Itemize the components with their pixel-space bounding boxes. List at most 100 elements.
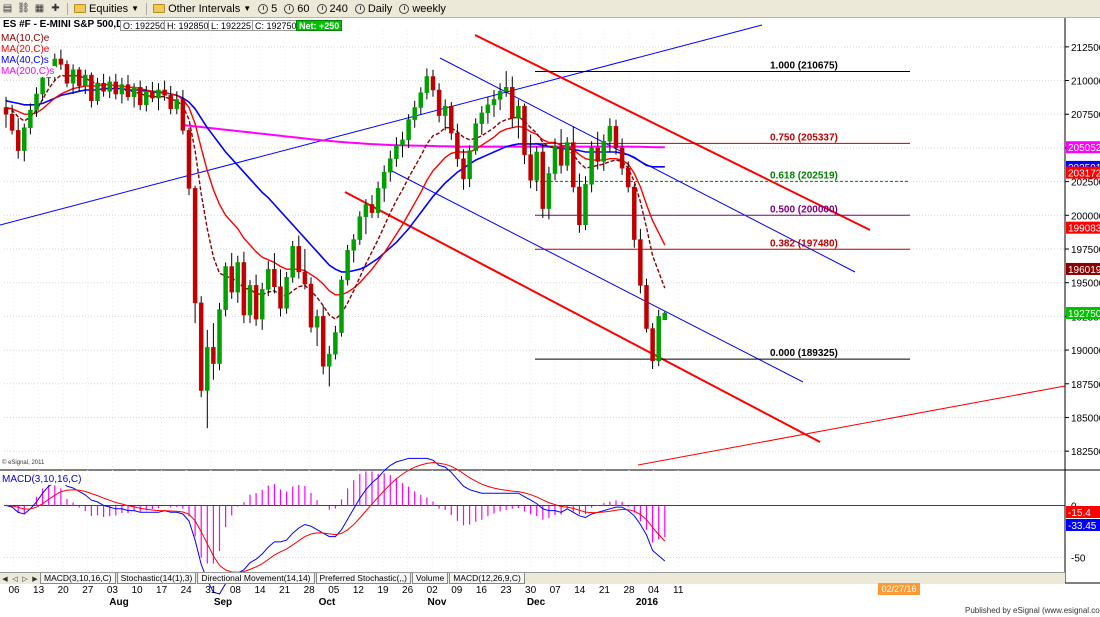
date-tick-label: 04 bbox=[648, 585, 660, 596]
candle-up bbox=[83, 74, 88, 87]
candle-up bbox=[467, 150, 472, 180]
interval-label: Daily bbox=[367, 2, 393, 15]
candle-down bbox=[638, 239, 643, 286]
date-tick-label: 09 bbox=[451, 585, 463, 596]
month-label: Oct bbox=[319, 597, 336, 608]
date-tick-label: 14 bbox=[574, 585, 586, 596]
chevron-down-icon: ▼ bbox=[131, 4, 140, 13]
interval-5-button[interactable]: 5 bbox=[255, 1, 281, 17]
ma20-label: MA(20,C)e bbox=[1, 44, 52, 55]
candle-up bbox=[534, 151, 539, 181]
candle-down bbox=[150, 91, 155, 99]
equities-dropdown[interactable]: Equities ▼ bbox=[71, 1, 143, 17]
tab-preferred-stochastic[interactable]: Preferred Stochastic(,,) bbox=[315, 573, 411, 584]
tab-last-icon[interactable]: ▶ bbox=[32, 575, 38, 583]
price-axis[interactable]: 2125002100002075002050002025002000001975… bbox=[1064, 18, 1100, 583]
candle-up bbox=[314, 316, 320, 328]
candle-down bbox=[644, 285, 649, 329]
interval-label: 240 bbox=[329, 2, 348, 15]
date-tick-label: 16 bbox=[476, 585, 488, 596]
interval-daily-button[interactable]: Daily bbox=[352, 1, 396, 17]
plus-icon[interactable]: ✚ bbox=[51, 3, 60, 14]
date-tick-label: 24 bbox=[181, 585, 193, 596]
other-intervals-dropdown[interactable]: Other Intervals ▼ bbox=[150, 1, 255, 17]
interval-60-button[interactable]: 60 bbox=[281, 1, 313, 17]
price-tick-label: 202500 bbox=[1071, 178, 1100, 189]
candle-up bbox=[601, 140, 607, 162]
candle-down bbox=[320, 316, 326, 367]
date-tick-label: 06 bbox=[8, 585, 20, 596]
interval-weekly-button[interactable]: weekly bbox=[396, 1, 450, 17]
candle-down bbox=[229, 266, 234, 293]
toolbar-divider bbox=[67, 2, 68, 15]
date-tick-label: 05 bbox=[328, 585, 340, 596]
clock-icon bbox=[354, 3, 365, 14]
tab-first-icon[interactable]: ◀ bbox=[2, 575, 8, 583]
candle-up bbox=[607, 126, 613, 142]
candle-down bbox=[58, 58, 64, 65]
candle-up bbox=[589, 147, 594, 185]
candle-down bbox=[101, 82, 106, 92]
tab-prev-icon[interactable]: ◁ bbox=[12, 575, 18, 583]
candle-down bbox=[180, 99, 186, 131]
candle-up bbox=[418, 92, 424, 108]
price-tag bbox=[1066, 141, 1100, 154]
price-chart[interactable]: 1.000 (210675) 0.750 (205337) 0.618 (20251… bbox=[0, 18, 1100, 617]
price-tag-label: 199083 bbox=[1068, 224, 1100, 235]
candle-down bbox=[76, 69, 82, 87]
copyright-text: © eSignal, 2011 bbox=[2, 460, 45, 466]
price-tick-label: 200000 bbox=[1071, 211, 1100, 222]
ma10-label: MA(10,C)e bbox=[1, 33, 52, 44]
ma40-label: MA(40,C)s bbox=[1, 55, 51, 66]
indicator-tabs: ◀ ◁ ▷ ▶ MACD(3,10,16,C) Stochastic(14(1)… bbox=[0, 572, 1065, 584]
candle-up bbox=[223, 266, 228, 310]
candle-down bbox=[613, 126, 619, 149]
tab-macd-12-26-9[interactable]: MACD(12,26,9,C) bbox=[449, 573, 525, 584]
price-tag-label: 192750 bbox=[1068, 309, 1100, 320]
candle-down bbox=[430, 76, 436, 91]
candle-down bbox=[455, 132, 460, 159]
link-icon[interactable]: ⛓ bbox=[17, 3, 30, 14]
candle-down bbox=[461, 158, 466, 180]
date-tick-label: 20 bbox=[58, 585, 70, 596]
candle-up bbox=[290, 246, 295, 278]
candle-up bbox=[583, 184, 588, 225]
interval-240-button[interactable]: 240 bbox=[314, 1, 352, 17]
macd-panel bbox=[4, 457, 1065, 595]
candle-down bbox=[510, 87, 515, 119]
chevron-down-icon: ▼ bbox=[243, 4, 252, 13]
price-tag-label: 205052 bbox=[1068, 143, 1100, 154]
fib-level-label: 0.750 (205337) bbox=[770, 132, 838, 143]
candle-down bbox=[577, 186, 582, 225]
candle-up bbox=[205, 347, 210, 391]
candle-up bbox=[70, 69, 76, 84]
month-label: Sep bbox=[214, 597, 232, 608]
tab-next-icon[interactable]: ▷ bbox=[22, 575, 28, 583]
candle-up bbox=[217, 309, 222, 364]
candle-down bbox=[619, 147, 625, 169]
candle-down bbox=[113, 81, 119, 95]
grid-icon[interactable]: ▦ bbox=[34, 3, 45, 14]
macd-value-tag bbox=[1066, 506, 1100, 518]
interval-label: 5 bbox=[271, 2, 278, 15]
ma200-label: MA(200,C)s bbox=[1, 66, 57, 77]
tab-stochastic[interactable]: Stochastic(14(1),3) bbox=[116, 573, 197, 584]
candle-down bbox=[198, 302, 204, 391]
chart-icon[interactable]: ▤ bbox=[2, 3, 13, 14]
macd-line bbox=[5, 457, 666, 595]
candle-up bbox=[564, 142, 570, 166]
interval-label: 60 bbox=[297, 2, 310, 15]
price-tag-label: 196019 bbox=[1068, 265, 1100, 276]
equities-label: Equities bbox=[89, 2, 129, 15]
tab-volume[interactable]: Volume bbox=[411, 573, 449, 584]
date-tick-label: 28 bbox=[623, 585, 635, 596]
candle-up bbox=[107, 81, 112, 92]
price-tag bbox=[1066, 307, 1100, 320]
fib-level-label: 0.000 (189325) bbox=[770, 348, 838, 359]
candle-up bbox=[375, 188, 381, 213]
tab-directional-movement[interactable]: Directional Movement(14,14) bbox=[197, 573, 315, 584]
candle-down bbox=[15, 130, 21, 151]
tab-macd-3-10-16[interactable]: MACD(3,10,16,C) bbox=[40, 573, 116, 584]
open-value: O: 192250 bbox=[120, 20, 169, 31]
candle-up bbox=[662, 312, 668, 321]
